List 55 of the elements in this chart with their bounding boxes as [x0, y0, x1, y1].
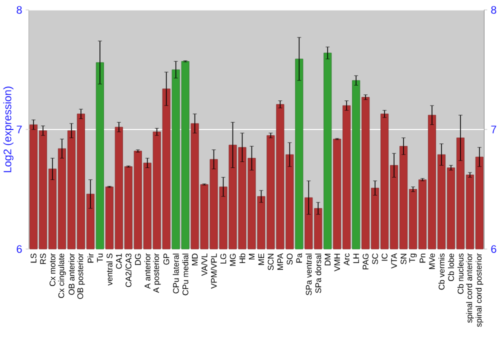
x-tick-label: OB anterior	[68, 253, 74, 295]
x-tick-label: LS	[30, 253, 36, 262]
x-tick-label: GP	[163, 254, 170, 265]
y-tick-label: 8	[16, 6, 22, 14]
x-tick-label: M	[248, 254, 255, 260]
x-tick-label: Tu	[97, 254, 103, 262]
x-tick-label: VMH	[334, 254, 340, 272]
y2-tick-label: 6	[491, 245, 496, 253]
x-tick-label: LG	[220, 254, 226, 264]
x-tick-label: Hb	[239, 253, 246, 263]
x-tick-label: Cb nucleus	[457, 253, 464, 294]
y-tick-label: 7	[16, 126, 22, 134]
x-tick-label: VA/VL	[201, 253, 208, 276]
x-tick-label: IC	[382, 253, 388, 261]
x-tick-label: VTA	[391, 253, 397, 268]
x-tick-label: Tg	[409, 254, 417, 262]
x-tick-label: LH	[353, 254, 359, 263]
y2-tick-label: 8	[491, 6, 496, 14]
x-tick-label: spinal cord posterior	[476, 253, 484, 327]
x-tick-label: SPa ventral	[306, 254, 312, 296]
x-tick-label: A posterior	[153, 253, 161, 293]
x-tick-label: Pn	[420, 254, 426, 262]
x-tick-label: Cx cingulate	[58, 253, 66, 298]
x-tick-label: CA1	[116, 253, 122, 269]
x-tick-label: MVe	[429, 253, 435, 269]
x-tick-label: MPA	[277, 253, 284, 270]
x-tick-label: Arc	[344, 253, 350, 266]
x-tick-label: DM	[324, 254, 330, 266]
x-tick-label: CPu medial	[182, 254, 188, 296]
x-tick-label: PAG	[362, 254, 368, 270]
y-tick-label: 6	[16, 245, 22, 253]
y2-tick-label: 7	[491, 126, 496, 134]
x-tick-label: Cb lobe	[448, 253, 454, 281]
x-tick-label: SO	[286, 253, 293, 265]
x-tick-label: CA2/CA3	[125, 253, 132, 287]
x-tick-label: SN	[400, 254, 406, 264]
x-tick-label: Cb vermis	[438, 253, 444, 290]
x-tick-label: OB posterior	[77, 253, 85, 299]
x-tick-label: DG	[134, 254, 141, 265]
x-tick-label: ventral S	[106, 253, 112, 286]
x-tick-label: ME	[258, 253, 264, 265]
x-tick-label: A anterior	[144, 253, 150, 289]
x-tick-label: spinal cord anterior	[466, 253, 474, 323]
x-tick-label: Pir	[87, 253, 94, 262]
x-tick-label: MD	[192, 253, 198, 266]
x-tick-label: VPM/VPL	[210, 253, 217, 289]
y-axis-title: Log2 (expression)	[3, 86, 14, 172]
x-tick-label: Cx motor	[50, 253, 56, 286]
x-tick-label: MG	[230, 254, 236, 266]
x-tick-label: Pa	[296, 253, 302, 262]
x-tick-label: SCN	[268, 254, 274, 270]
x-tick-label: SC	[372, 253, 378, 264]
x-tick-label: SPa dorsal	[315, 254, 322, 293]
x-tick-label: CPu lateral	[172, 254, 179, 294]
x-tick-label: RS	[40, 253, 46, 264]
